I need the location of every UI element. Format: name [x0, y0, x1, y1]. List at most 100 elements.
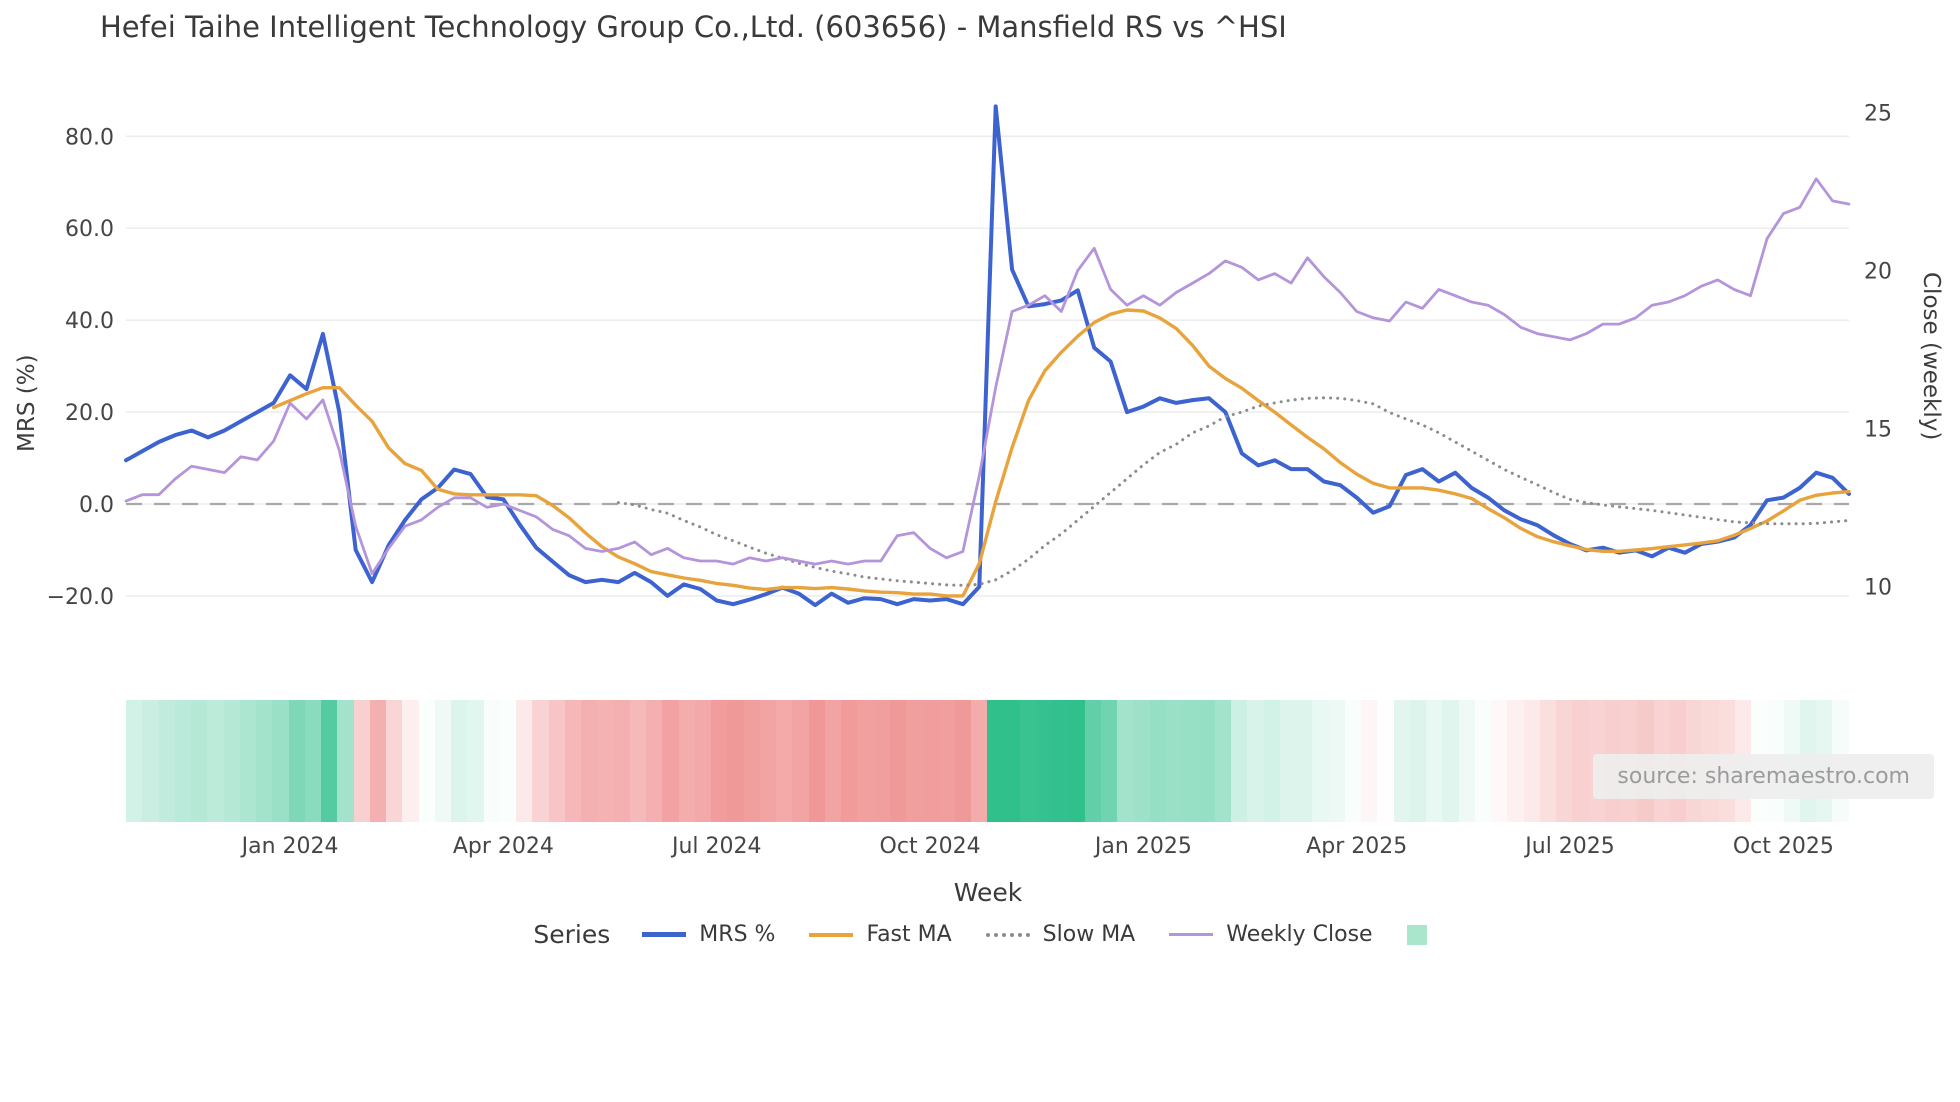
- heatmap-cell: [613, 700, 630, 822]
- heatmap-cell: [1572, 700, 1589, 822]
- series-weekly-close-line: [124, 177, 1851, 575]
- left-tick-label: 60.0: [65, 217, 114, 242]
- heatmap-cell: [759, 700, 776, 822]
- heatmap-cell: [1003, 700, 1020, 822]
- heatmap-cell: [857, 700, 874, 822]
- legend-line-swatch: [809, 932, 854, 937]
- left-tick-label: 0.0: [79, 493, 114, 518]
- series-slow-ma-line: [616, 396, 1851, 587]
- heatmap-cell: [499, 700, 516, 822]
- heatmap-cell: [418, 700, 435, 822]
- series-mrs--line: [124, 104, 1851, 608]
- heatmap-cell: [1442, 700, 1459, 822]
- source-watermark: source: sharemaestro.com: [1593, 754, 1934, 799]
- x-tick-label: Apr 2024: [452, 834, 554, 859]
- heatmap-cell: [304, 700, 321, 822]
- legend-item-slow-ma: Slow MA: [985, 922, 1135, 947]
- heatmap-cell: [564, 700, 581, 822]
- heatmap-cell: [1263, 700, 1280, 822]
- x-tick-label: Apr 2025: [1306, 834, 1408, 859]
- heatmap-cell: [532, 700, 549, 822]
- heatmap-cell: [1247, 700, 1264, 822]
- heatmap-cell: [954, 700, 971, 822]
- heatmap-cell: [629, 700, 646, 822]
- heatmap-cell: [678, 700, 695, 822]
- heatmap-cell: [256, 700, 273, 822]
- x-tick-label: Oct 2024: [879, 834, 981, 859]
- heatmap-cell: [597, 700, 614, 822]
- x-tick-label: Jan 2025: [1094, 834, 1192, 859]
- heatmap-cell: [451, 700, 468, 822]
- legend-items: MRS % Fast MA Slow MA Weekly Close: [642, 922, 1427, 947]
- heatmap-cell: [1491, 700, 1508, 822]
- legend-heatmap-square-swatch: [1406, 924, 1427, 945]
- heatmap-cell: [321, 700, 338, 822]
- heatmap-cell: [174, 700, 191, 822]
- heatmap-cell: [288, 700, 305, 822]
- heatmap-cell: [191, 700, 208, 822]
- heatmap-cell: [1344, 700, 1361, 822]
- x-axis-label: Week: [953, 878, 1023, 907]
- series-fast-ma-line: [272, 308, 1851, 598]
- heatmap-cell: [1036, 700, 1053, 822]
- heatmap-cell: [158, 700, 175, 822]
- heatmap-cell: [1296, 700, 1313, 822]
- heatmap-cell: [1409, 700, 1426, 822]
- heatmap-cell: [938, 700, 955, 822]
- heatmap-cell: [353, 700, 370, 822]
- heatmap-cell: [646, 700, 663, 822]
- heatmap-cell: [434, 700, 451, 822]
- heatmap-cell: [1328, 700, 1345, 822]
- heatmap-cell: [1231, 700, 1248, 822]
- x-tick-label: Oct 2025: [1732, 834, 1834, 859]
- legend: Series MRS % Fast MA Slow MA Weekly Close: [0, 920, 1960, 949]
- x-axis-ticks: Jan 2024 Apr 2024 Jul 2024 Oct 2024 Jan 2025…: [0, 834, 1960, 866]
- heatmap-cell: [1523, 700, 1540, 822]
- heatmap-cell: [126, 700, 143, 822]
- heatmap-cell: [711, 700, 728, 822]
- legend-item-fast-ma: Fast MA: [809, 922, 952, 947]
- left-tick-label: −20.0: [47, 585, 114, 610]
- heatmap-cell: [1117, 700, 1134, 822]
- left-tick-label: 80.0: [65, 125, 114, 150]
- heatmap-cell: [1019, 700, 1036, 822]
- heatmap-cell: [1182, 700, 1199, 822]
- heatmap-cell: [1084, 700, 1101, 822]
- heatmap-cell: [1377, 700, 1394, 822]
- heatmap-cell: [1312, 700, 1329, 822]
- heatmap-cell: [337, 700, 354, 822]
- heatmap-cell: [223, 700, 240, 822]
- heatmap-cell: [743, 700, 760, 822]
- heatmap-cell: [1539, 700, 1556, 822]
- right-tick-label: 20: [1864, 259, 1892, 284]
- heatmap-cell: [369, 700, 386, 822]
- heatmap-cell: [239, 700, 256, 822]
- heatmap-cell: [272, 700, 289, 822]
- heatmap-cell: [1101, 700, 1118, 822]
- heatmap-cell: [581, 700, 598, 822]
- heatmap-cell: [841, 700, 858, 822]
- heatmap-cell: [906, 700, 923, 822]
- heatmap-cell: [776, 700, 793, 822]
- heatmap-cell: [467, 700, 484, 822]
- heatmap-cell: [1133, 700, 1150, 822]
- heatmap-cell: [1361, 700, 1378, 822]
- heatmap-cell: [516, 700, 533, 822]
- heatmap-cell: [694, 700, 711, 822]
- right-tick-label: 10: [1864, 575, 1892, 600]
- heatmap-cell: [1393, 700, 1410, 822]
- heatmap-cell: [1458, 700, 1475, 822]
- heatmap-cell: [1149, 700, 1166, 822]
- right-tick-label: 15: [1864, 417, 1892, 442]
- heatmap-cell: [142, 700, 159, 822]
- heatmap-cell: [824, 700, 841, 822]
- legend-item-label: Fast MA: [866, 922, 952, 947]
- heatmap-strip: [126, 700, 1849, 822]
- left-tick-label: 40.0: [65, 309, 114, 334]
- heatmap-cell: [1556, 700, 1573, 822]
- legend-item-mrs-: MRS %: [642, 922, 775, 947]
- heatmap-cell: [727, 700, 744, 822]
- heatmap-cell: [662, 700, 679, 822]
- chart-title: Hefei Taihe Intelligent Technology Group…: [100, 10, 1287, 44]
